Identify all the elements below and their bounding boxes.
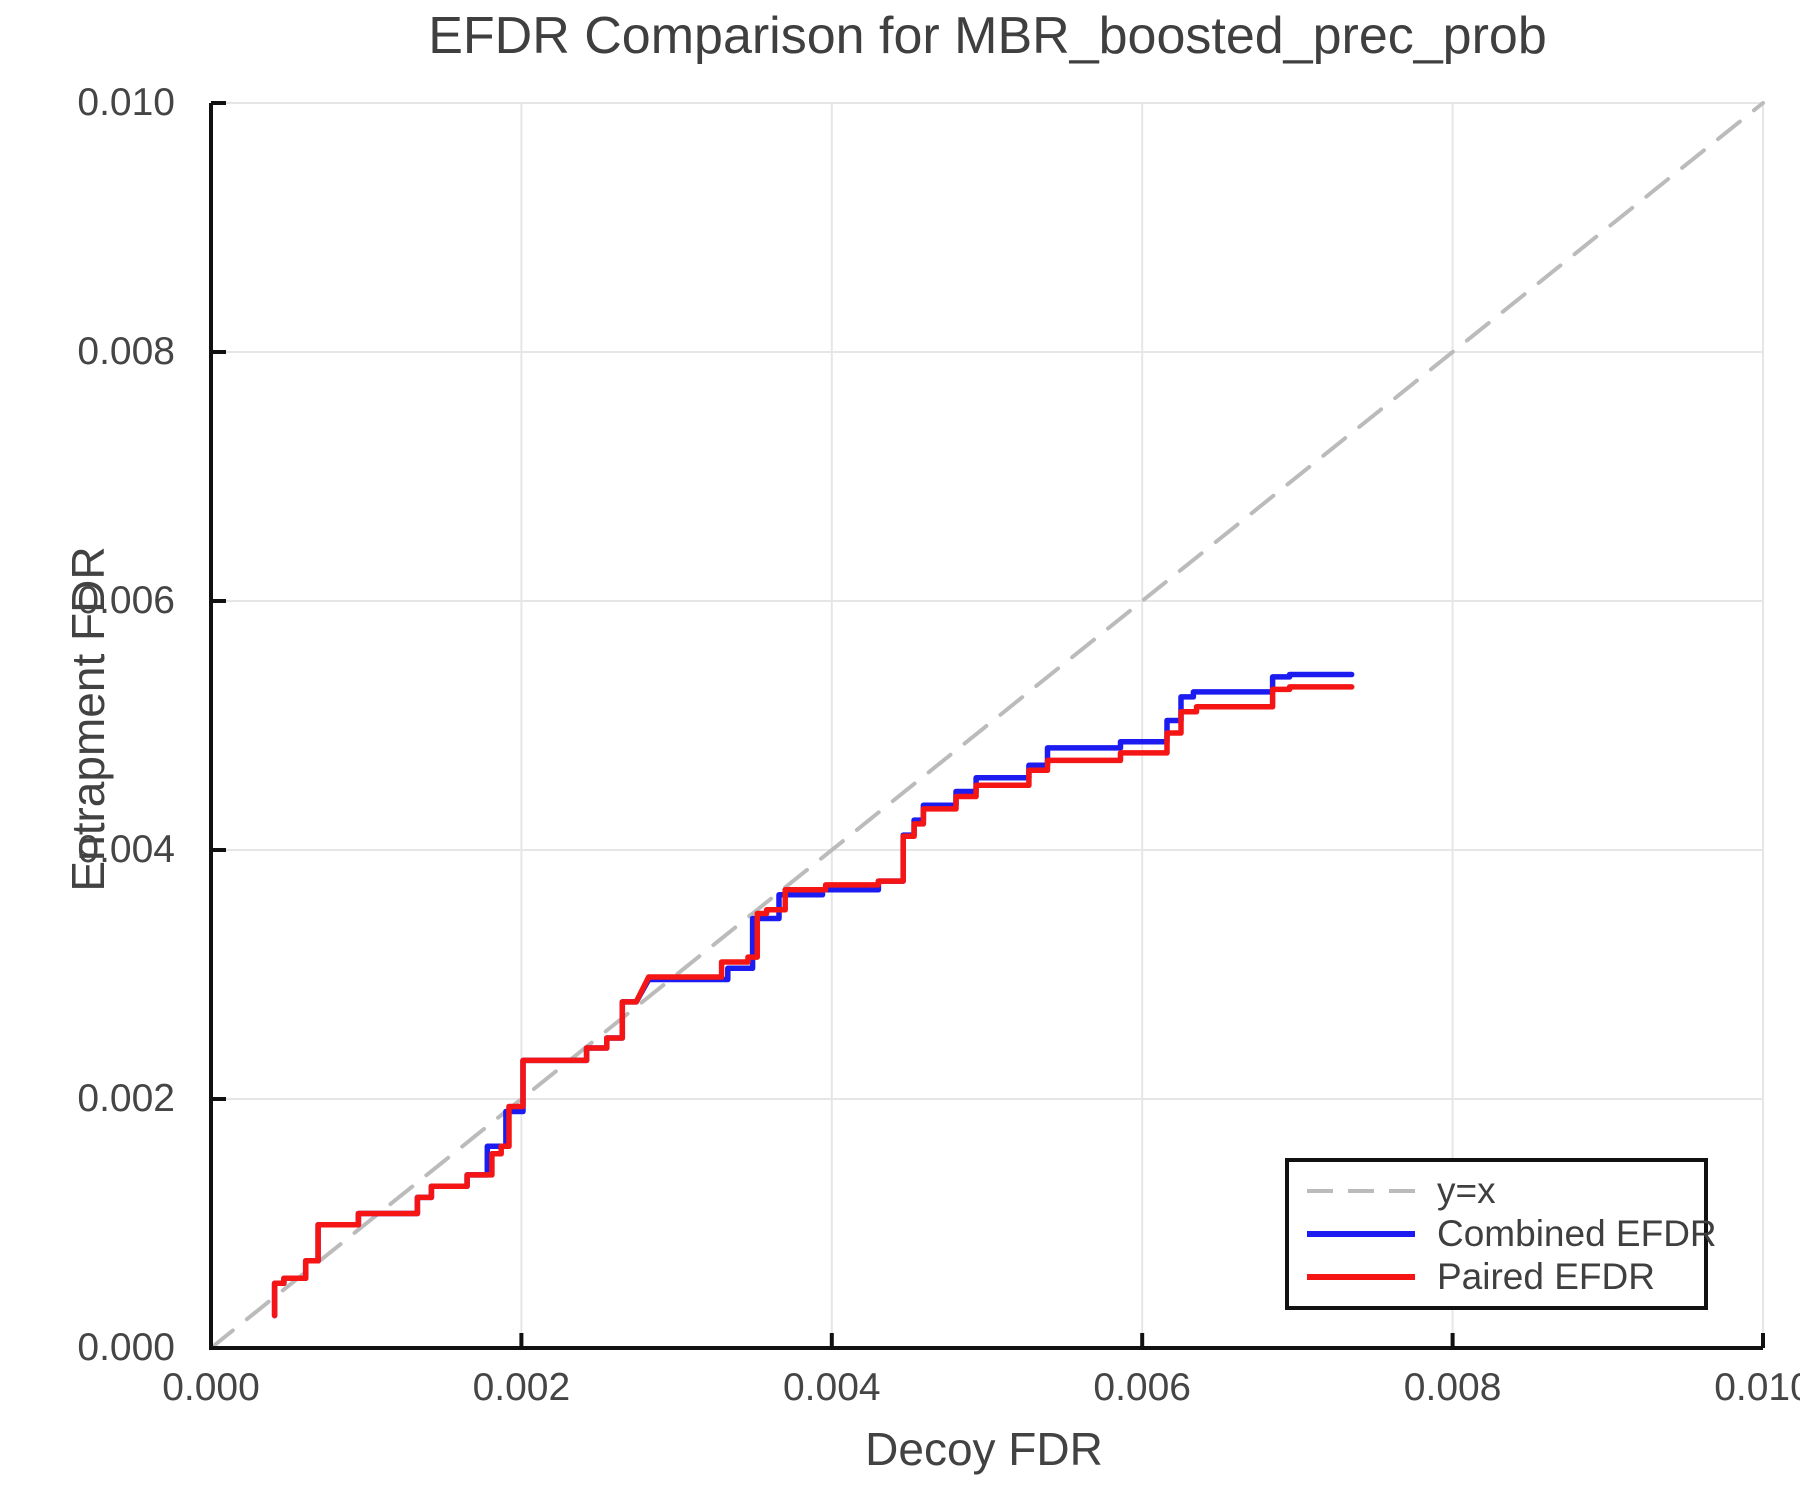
legend-line-sample: [1307, 1189, 1415, 1193]
x-axis-label: Decoy FDR: [865, 1423, 1103, 1475]
legend-item: Combined EFDR: [1305, 1214, 1717, 1254]
series-paired-efdr: [271, 684, 1355, 1319]
legend-line-sample: [1307, 1231, 1415, 1237]
y-tick-label: 0.002: [77, 1077, 175, 1120]
y-tick-label: 0.004: [77, 828, 175, 871]
chart-title: EFDR Comparison for MBR_boosted_prec_pro…: [428, 7, 1547, 65]
y-tick-label: 0.000: [77, 1326, 175, 1369]
legend-item-label: y=x: [1437, 1170, 1496, 1211]
legend: y=x Combined EFDR Paired EFDR: [1285, 1158, 1717, 1310]
legend-line-sample: [1307, 1274, 1415, 1280]
y-tick-label: 0.010: [77, 81, 175, 124]
x-tick-label: 0.008: [1403, 1366, 1502, 1409]
legend-item-label: Combined EFDR: [1437, 1213, 1717, 1254]
x-tick-label: 0.006: [1093, 1366, 1191, 1409]
x-tick-label: 0.000: [162, 1366, 260, 1409]
legend-item-label: Paired EFDR: [1437, 1256, 1655, 1297]
legend-item: y=x: [1305, 1171, 1704, 1211]
y-tick-label: 0.008: [77, 330, 175, 373]
series-y-x: [209, 101, 1765, 1350]
x-tick-label: 0.010: [1714, 1366, 1800, 1409]
x-tick-label: 0.004: [782, 1366, 881, 1409]
y-axis-label: Entrapment FDR: [62, 546, 114, 892]
legend-item: Paired EFDR: [1305, 1257, 1704, 1297]
x-tick-label: 0.002: [472, 1366, 571, 1409]
series-combined-efdr: [271, 671, 1355, 1319]
y-tick-label: 0.006: [77, 579, 175, 622]
